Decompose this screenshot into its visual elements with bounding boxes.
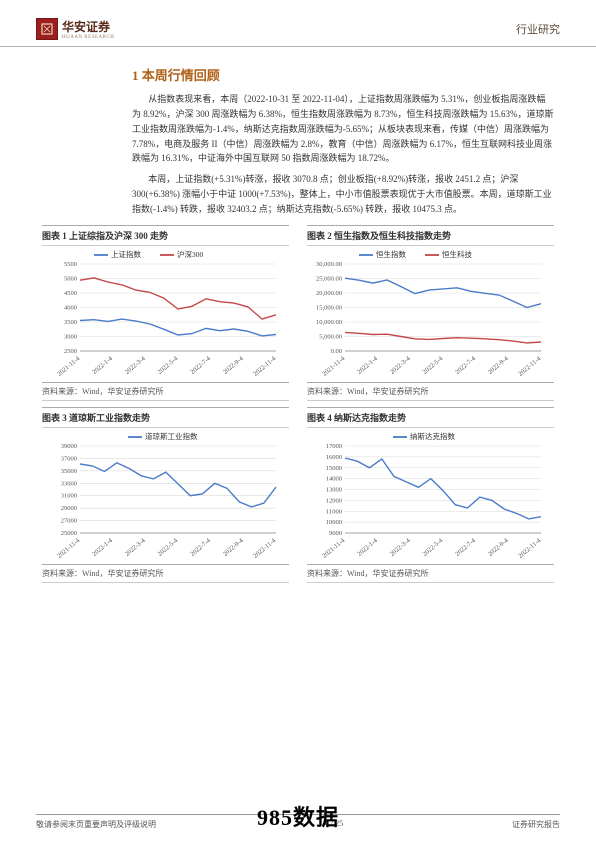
- svg-text:2022-11-4: 2022-11-4: [517, 536, 543, 559]
- chart-source-2: 资料来源：Wind，华安证券研究所: [307, 382, 554, 401]
- svg-text:10,000.00: 10,000.00: [316, 319, 342, 326]
- chart-cell-2: 图表 2 恒生指数及恒生科技指数走势 恒生指数 恒生科技 0.00 5,000.00 1…: [307, 225, 554, 401]
- chart-title-3: 图表 3 道琼斯工业指数走势: [42, 407, 289, 427]
- svg-text:2022-1-4: 2022-1-4: [356, 536, 379, 557]
- svg-text:33000: 33000: [61, 480, 77, 487]
- svg-text:35000: 35000: [61, 468, 77, 475]
- svg-text:4500: 4500: [64, 290, 77, 297]
- svg-text:25000: 25000: [61, 530, 77, 537]
- chart-cell-3: 图表 3 道琼斯工业指数走势 道琼斯工业指数 25000 27000 29000 310…: [42, 407, 289, 583]
- svg-text:2022-5-4: 2022-5-4: [157, 354, 180, 375]
- svg-text:2022-7-4: 2022-7-4: [454, 536, 477, 557]
- svg-text:9000: 9000: [329, 530, 342, 537]
- svg-text:3000: 3000: [64, 333, 77, 340]
- chart-2: 恒生指数 恒生科技 0.00 5,000.00 10,000.00 15,000.00 20…: [307, 245, 554, 380]
- svg-text:2022-1-4: 2022-1-4: [91, 354, 114, 375]
- svg-text:39000: 39000: [61, 443, 77, 450]
- svg-text:2022-9-4: 2022-9-4: [487, 536, 510, 557]
- svg-text:沪深300: 沪深300: [177, 249, 203, 259]
- logo-block: 华安证券 HUAAN RESEARCH: [36, 18, 114, 40]
- svg-text:16000: 16000: [326, 454, 342, 461]
- svg-text:2022-11-4: 2022-11-4: [252, 536, 278, 559]
- svg-text:2022-7-4: 2022-7-4: [189, 536, 212, 557]
- svg-text:0.00: 0.00: [331, 348, 342, 355]
- chart-3: 道琼斯工业指数 25000 27000 29000 31000 33000 35000 370…: [42, 427, 289, 562]
- svg-text:17000: 17000: [326, 443, 342, 450]
- svg-text:恒生指数: 恒生指数: [376, 249, 406, 259]
- svg-text:道琼斯工业指数: 道琼斯工业指数: [145, 431, 198, 441]
- svg-text:25,000.00: 25,000.00: [316, 275, 342, 282]
- svg-text:15,000.00: 15,000.00: [316, 304, 342, 311]
- chart-title-1: 图表 1 上证综指及沪深 300 走势: [42, 225, 289, 245]
- watermark: 985数据: [257, 800, 339, 832]
- footer-right: 证券研究报告: [512, 819, 560, 830]
- company-logo-icon: [36, 18, 58, 40]
- svg-text:2022-9-4: 2022-9-4: [222, 354, 245, 375]
- section-title: 1 本周行情回顾: [132, 65, 554, 84]
- chart-cell-4: 图表 4 纳斯达克指数走势 纳斯达克指数 9000 10000 11000 12000 1…: [307, 407, 554, 583]
- svg-text:2022-3-4: 2022-3-4: [389, 536, 412, 557]
- header-category: 行业研究: [516, 21, 560, 37]
- svg-text:上证指数: 上证指数: [111, 249, 141, 259]
- chart-4: 纳斯达克指数 9000 10000 11000 12000 13000 14000 15000…: [307, 427, 554, 562]
- svg-text:3500: 3500: [64, 319, 77, 326]
- footer-left: 敬请参阅末页重要声明及评级说明: [36, 819, 156, 830]
- svg-text:2022-11-4: 2022-11-4: [517, 354, 543, 377]
- svg-text:2022-7-4: 2022-7-4: [189, 354, 212, 375]
- svg-text:2022-1-4: 2022-1-4: [91, 536, 114, 557]
- svg-text:15000: 15000: [326, 465, 342, 472]
- chart-1: 上证指数 沪深300 2500 3000 3500 4000 4500 5000 5500 202…: [42, 245, 289, 380]
- svg-text:2021-11-4: 2021-11-4: [321, 536, 347, 559]
- content-area: 1 本周行情回顾 从指数表现来看，本周（2022-10-31 至 2022-11…: [0, 47, 596, 583]
- svg-text:4000: 4000: [64, 304, 77, 311]
- svg-text:2022-1-4: 2022-1-4: [356, 354, 379, 375]
- chart-source-4: 资料来源：Wind，华安证券研究所: [307, 564, 554, 583]
- svg-text:11000: 11000: [326, 508, 342, 515]
- svg-text:恒生科技: 恒生科技: [442, 249, 472, 259]
- svg-text:5000: 5000: [64, 275, 77, 282]
- chart-title-4: 图表 4 纳斯达克指数走势: [307, 407, 554, 427]
- svg-text:2021-11-4: 2021-11-4: [56, 354, 82, 377]
- svg-text:29000: 29000: [61, 505, 77, 512]
- svg-text:2022-5-4: 2022-5-4: [422, 354, 445, 375]
- chart-cell-1: 图表 1 上证综指及沪深 300 走势 上证指数 沪深300 2500 3000 350…: [42, 225, 289, 401]
- svg-text:37000: 37000: [61, 455, 77, 462]
- chart-source-3: 资料来源：Wind，华安证券研究所: [42, 564, 289, 583]
- svg-text:12000: 12000: [326, 497, 342, 504]
- svg-text:2022-5-4: 2022-5-4: [157, 536, 180, 557]
- svg-text:2022-9-4: 2022-9-4: [222, 536, 245, 557]
- svg-text:5,000.00: 5,000.00: [319, 333, 342, 340]
- chart-grid: 图表 1 上证综指及沪深 300 走势 上证指数 沪深300 2500 3000 350…: [42, 225, 554, 583]
- logo-text: 华安证券: [62, 18, 114, 35]
- svg-text:2022-9-4: 2022-9-4: [487, 354, 510, 375]
- paragraph-2: 本周，上证指数(+5.31%)转涨，报收 3070.8 点；创业板指(+8.92…: [132, 172, 554, 217]
- paragraph-1: 从指数表现来看，本周（2022-10-31 至 2022-11-04），上证指数…: [132, 92, 554, 166]
- svg-text:30,000.00: 30,000.00: [316, 261, 342, 268]
- svg-text:20,000.00: 20,000.00: [316, 290, 342, 297]
- svg-text:10000: 10000: [326, 519, 342, 526]
- svg-text:27000: 27000: [61, 517, 77, 524]
- svg-text:2021-11-4: 2021-11-4: [56, 536, 82, 559]
- svg-text:纳斯达克指数: 纳斯达克指数: [410, 431, 455, 441]
- svg-text:13000: 13000: [326, 486, 342, 493]
- svg-text:2022-7-4: 2022-7-4: [454, 354, 477, 375]
- svg-text:2022-11-4: 2022-11-4: [252, 354, 278, 377]
- svg-text:2022-3-4: 2022-3-4: [124, 536, 147, 557]
- svg-text:31000: 31000: [61, 492, 77, 499]
- logo-subtext: HUAAN RESEARCH: [62, 35, 114, 40]
- svg-text:2500: 2500: [64, 348, 77, 355]
- svg-text:2022-3-4: 2022-3-4: [124, 354, 147, 375]
- svg-text:14000: 14000: [326, 475, 342, 482]
- chart-source-1: 资料来源：Wind，华安证券研究所: [42, 382, 289, 401]
- svg-text:2022-5-4: 2022-5-4: [422, 536, 445, 557]
- svg-text:5500: 5500: [64, 261, 77, 268]
- svg-text:2021-11-4: 2021-11-4: [321, 354, 347, 377]
- chart-title-2: 图表 2 恒生指数及恒生科技指数走势: [307, 225, 554, 245]
- svg-text:2022-3-4: 2022-3-4: [389, 354, 412, 375]
- page-header: 华安证券 HUAAN RESEARCH 行业研究: [0, 0, 596, 47]
